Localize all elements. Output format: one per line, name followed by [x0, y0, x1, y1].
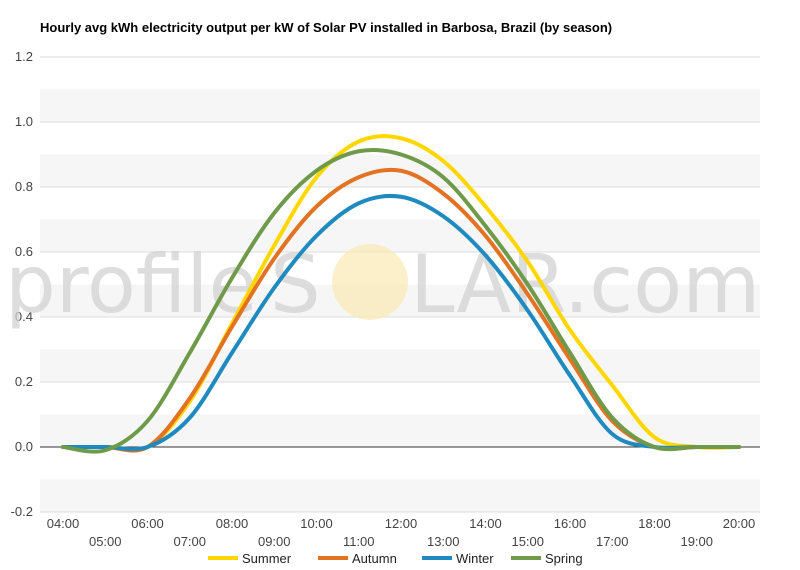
watermark-text-right: LAR.com — [410, 238, 760, 331]
grid-band — [40, 349, 760, 382]
gridlines — [40, 56, 760, 513]
x-tick-label: 04:00 — [47, 516, 80, 531]
legend-label-winter: Winter — [456, 551, 494, 566]
y-tick-label: 0.0 — [15, 439, 33, 454]
watermark: profile S LAR.com — [5, 238, 760, 331]
x-tick-label: 16:00 — [554, 516, 587, 531]
legend-label-summer: Summer — [242, 551, 292, 566]
watermark-text-left: profile — [5, 238, 258, 331]
legend-label-spring: Spring — [545, 551, 583, 566]
y-tick-label: 0.2 — [15, 374, 33, 389]
x-tick-label: 09:00 — [258, 534, 291, 549]
y-tick-label: 0.8 — [15, 179, 33, 194]
x-tick-label: 15:00 — [511, 534, 544, 549]
y-axis-labels: -0.2 0.0 0.2 0.4 0.6 0.8 1.0 1.2 — [11, 49, 33, 519]
y-tick-label: 1.2 — [15, 49, 33, 64]
y-tick-label: 0.4 — [15, 309, 33, 324]
x-axis-labels: 04:00 05:00 06:00 07:00 08:00 09:00 10:00 11:00… — [47, 516, 756, 549]
series-lines — [61, 134, 741, 454]
x-tick-label: 05:00 — [89, 534, 122, 549]
x-tick-label: 10:00 — [300, 516, 333, 531]
y-tick-label: 1.0 — [15, 114, 33, 129]
legend-label-autumn: Autumn — [352, 551, 397, 566]
x-tick-label: 07:00 — [173, 534, 206, 549]
x-tick-label: 13:00 — [427, 534, 460, 549]
x-tick-label: 14:00 — [469, 516, 502, 531]
x-tick-label: 12:00 — [385, 516, 418, 531]
x-tick-label: 06:00 — [131, 516, 164, 531]
grid-band — [40, 479, 760, 512]
series-line-autumn — [61, 167, 741, 453]
x-tick-label: 19:00 — [680, 534, 713, 549]
grid-band — [40, 89, 760, 122]
series-line-spring — [61, 147, 741, 454]
chart-title: Hourly avg kWh electricity output per kW… — [40, 20, 613, 35]
x-tick-label: 11:00 — [343, 534, 375, 549]
watermark-sun-icon — [332, 244, 408, 320]
series-line-winter — [61, 193, 741, 452]
y-tick-label: 0.6 — [15, 244, 33, 259]
x-tick-label: 20:00 — [723, 516, 756, 531]
legend: Summer Autumn Winter Spring — [208, 551, 583, 566]
x-tick-label: 08:00 — [216, 516, 249, 531]
grid-band — [40, 219, 760, 252]
x-tick-label: 18:00 — [638, 516, 671, 531]
y-tick-label: -0.2 — [11, 504, 33, 519]
x-tick-label: 17:00 — [596, 534, 629, 549]
